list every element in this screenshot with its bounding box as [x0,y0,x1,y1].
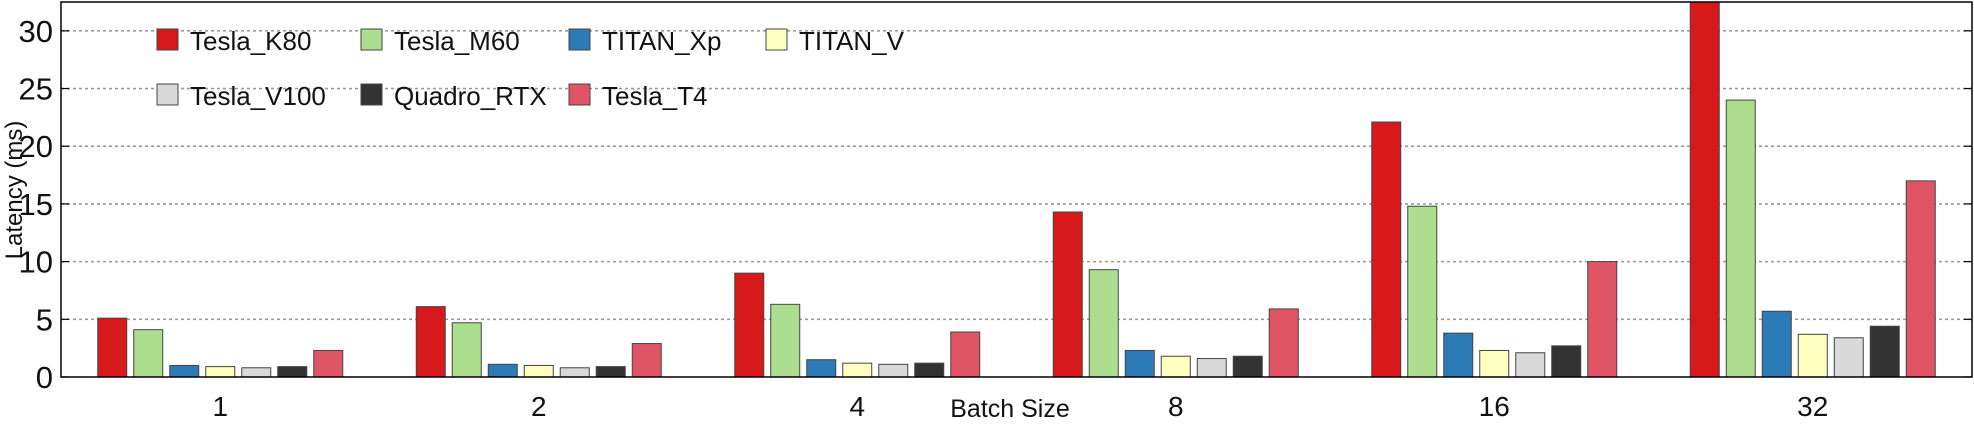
bar-Tesla_T4-4 [950,331,981,378]
bar-Tesla_V100-4 [878,363,909,378]
bar-Tesla_M60-2 [451,322,482,378]
x-tick-label: 8 [1168,391,1184,422]
x-tick-label: 2 [531,391,547,422]
y-tick-label: 20 [19,129,53,164]
bar-Tesla_T4-2 [631,343,662,378]
x-tick-label: 32 [1797,391,1828,422]
bar-Tesla_K80-32 [1689,1,1720,378]
y-tick-label: 30 [19,14,53,49]
legend-swatch [360,28,383,51]
bar-TITAN_Xp-4 [806,359,837,378]
bar-TITAN_Xp-2 [487,363,518,378]
bar-Tesla_T4-32 [1905,180,1936,378]
y-tick-label: 25 [19,72,53,107]
bar-Tesla_V100-32 [1833,337,1864,378]
bar-Tesla_M60-4 [770,303,801,378]
plot-frame [60,1,1973,378]
legend-swatch [360,83,383,106]
bar-Tesla_M60-1 [133,329,164,378]
bar-Tesla_K80-1 [97,317,128,378]
bar-Tesla_M60-8 [1088,269,1119,378]
y-tick-label: 15 [19,187,53,222]
legend: Tesla_K80 Tesla_M60 TITAN_Xp TITAN_V Tesla_V… [156,26,905,111]
bar-TITAN_V-8 [1160,355,1191,378]
bar-TITAN_V-4 [842,362,873,378]
legend-swatch [568,83,591,106]
x-tick-label: 16 [1479,391,1510,422]
bar-Tesla_K80-16 [1371,121,1402,378]
bar-Tesla_V100-8 [1196,358,1227,378]
y-tick-label: 10 [19,245,53,280]
bar-Quadro_RTX-1 [277,366,308,378]
bars [97,1,1936,378]
legend-swatch [765,28,788,51]
y-axis-label: Latency (ms) [1,121,28,260]
x-tick-label: 4 [849,391,865,422]
bar-Tesla_K80-4 [734,272,765,378]
bar-Tesla_T4-1 [313,349,344,378]
y-tick-label: 5 [36,302,53,337]
bar-Quadro_RTX-8 [1232,355,1263,378]
legend-swatch [156,83,179,106]
bar-Quadro_RTX-2 [595,366,626,378]
x-tick-label: 1 [212,391,228,422]
legend-label: Quadro_RTX [394,81,547,111]
bar-Tesla_K80-8 [1052,211,1083,378]
legend-swatch [156,28,179,51]
bar-TITAN_V-16 [1479,349,1510,378]
grid-lines [61,30,1972,321]
bar-Tesla_T4-16 [1587,261,1618,378]
bar-Tesla_V100-16 [1515,352,1546,378]
bar-Tesla_T4-8 [1268,308,1299,378]
bar-Tesla_M60-16 [1407,205,1438,378]
bar-TITAN_Xp-16 [1443,332,1474,378]
bar-TITAN_Xp-8 [1124,349,1155,378]
legend-label: Tesla_V100 [190,81,326,111]
y-tick-label: 0 [36,360,53,395]
bar-Tesla_V100-2 [559,367,590,378]
bar-Tesla_V100-1 [241,367,272,378]
y-axis-ticks: 0 5 10 15 20 25 30 [19,14,1972,395]
legend-swatch [568,28,591,51]
bar-TITAN_V-2 [523,364,554,378]
bar-Tesla_K80-2 [415,306,446,378]
bar-Quadro_RTX-32 [1869,325,1900,378]
bar-Tesla_M60-32 [1725,99,1756,378]
legend-label: Tesla_T4 [602,81,708,111]
x-axis-ticks: 1 2 4 8 16 32 [212,391,1828,422]
bar-TITAN_Xp-1 [169,364,200,378]
bar-TITAN_V-32 [1797,333,1828,378]
legend-label: Tesla_M60 [394,26,520,56]
legend-label: TITAN_V [799,26,905,56]
bar-TITAN_V-1 [205,366,236,378]
x-axis-label: Batch Size [950,395,1070,423]
legend-label: Tesla_K80 [190,26,311,56]
legend-label: TITAN_Xp [602,26,721,56]
bar-Quadro_RTX-16 [1551,345,1582,378]
bar-TITAN_Xp-32 [1761,310,1792,378]
bar-Quadro_RTX-4 [914,362,945,378]
